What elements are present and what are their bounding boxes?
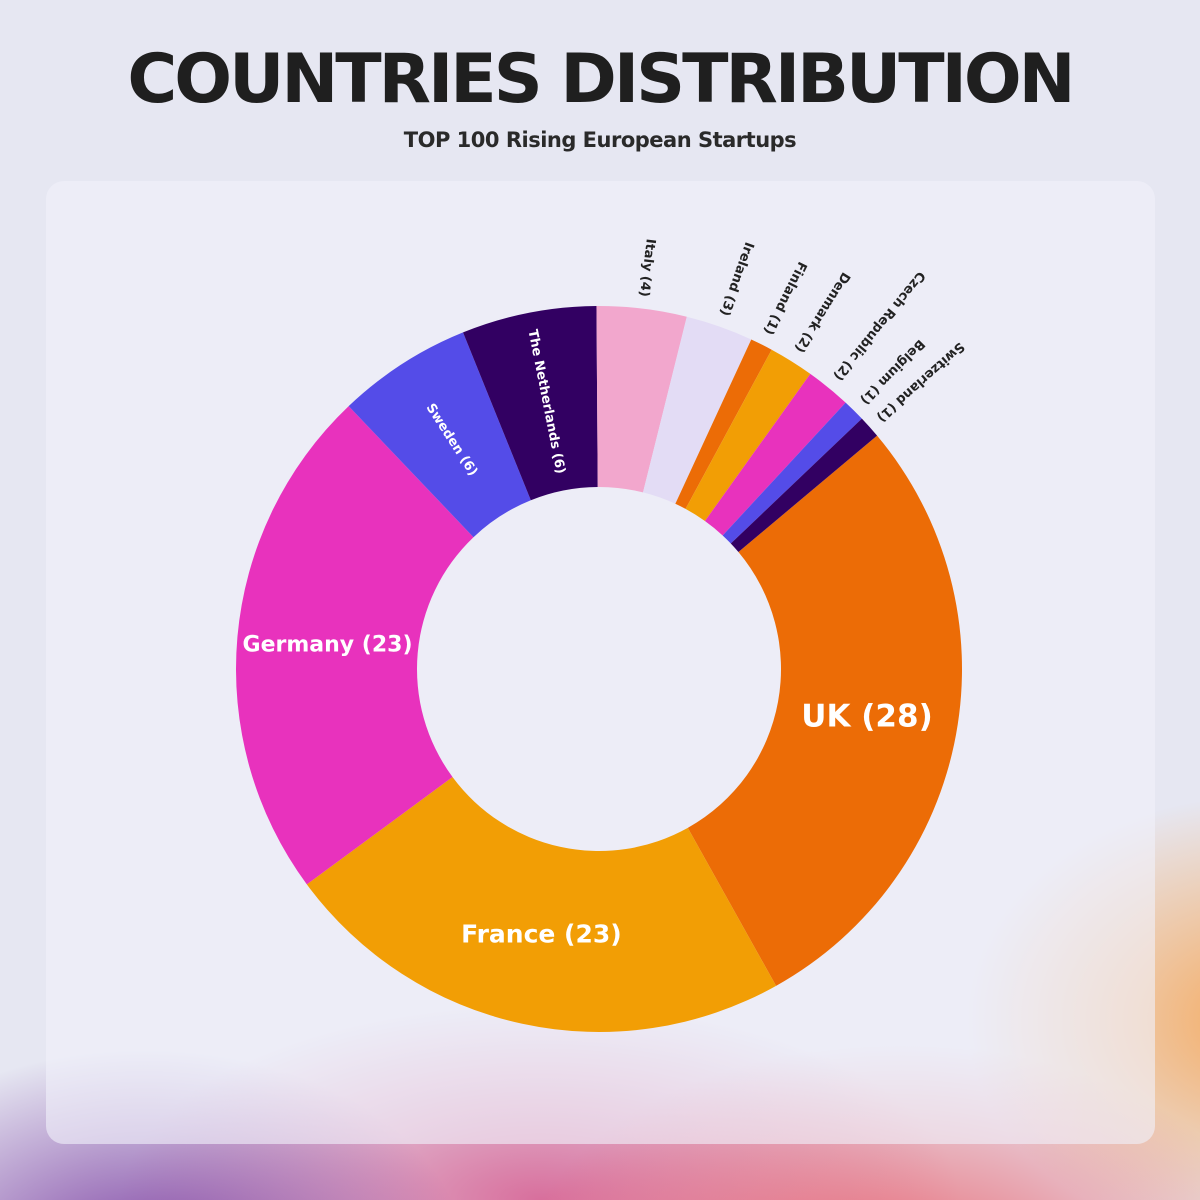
slice-italy — [596, 306, 687, 493]
slice-label-uk: UK (28) — [801, 699, 932, 735]
slice-label-finland: Finland (1) — [760, 259, 809, 337]
slice-switzerland — [730, 418, 878, 553]
slice-czech-republic — [704, 373, 846, 536]
slice-label-germany: Germany (23) — [243, 632, 413, 657]
slice-ireland — [643, 316, 752, 504]
slice-germany — [235, 406, 474, 885]
slice-france — [306, 777, 777, 1032]
slice-label-italy: Italy (4) — [636, 238, 658, 298]
slice-label-france: France (23) — [461, 919, 622, 948]
slice-sweden — [348, 332, 531, 538]
slice-uk — [687, 435, 963, 986]
slice-finland — [675, 339, 772, 509]
slice-denmark — [685, 349, 811, 522]
slice-belgium — [722, 402, 862, 544]
page-title: COUNTRIES DISTRIBUTION — [127, 40, 1075, 119]
slice-the-netherlands — [463, 306, 598, 501]
slice-label-ireland: Ireland (3) — [716, 240, 756, 318]
page-subtitle: TOP 100 Rising European Startups — [403, 128, 797, 152]
chart-slices — [235, 306, 963, 1032]
